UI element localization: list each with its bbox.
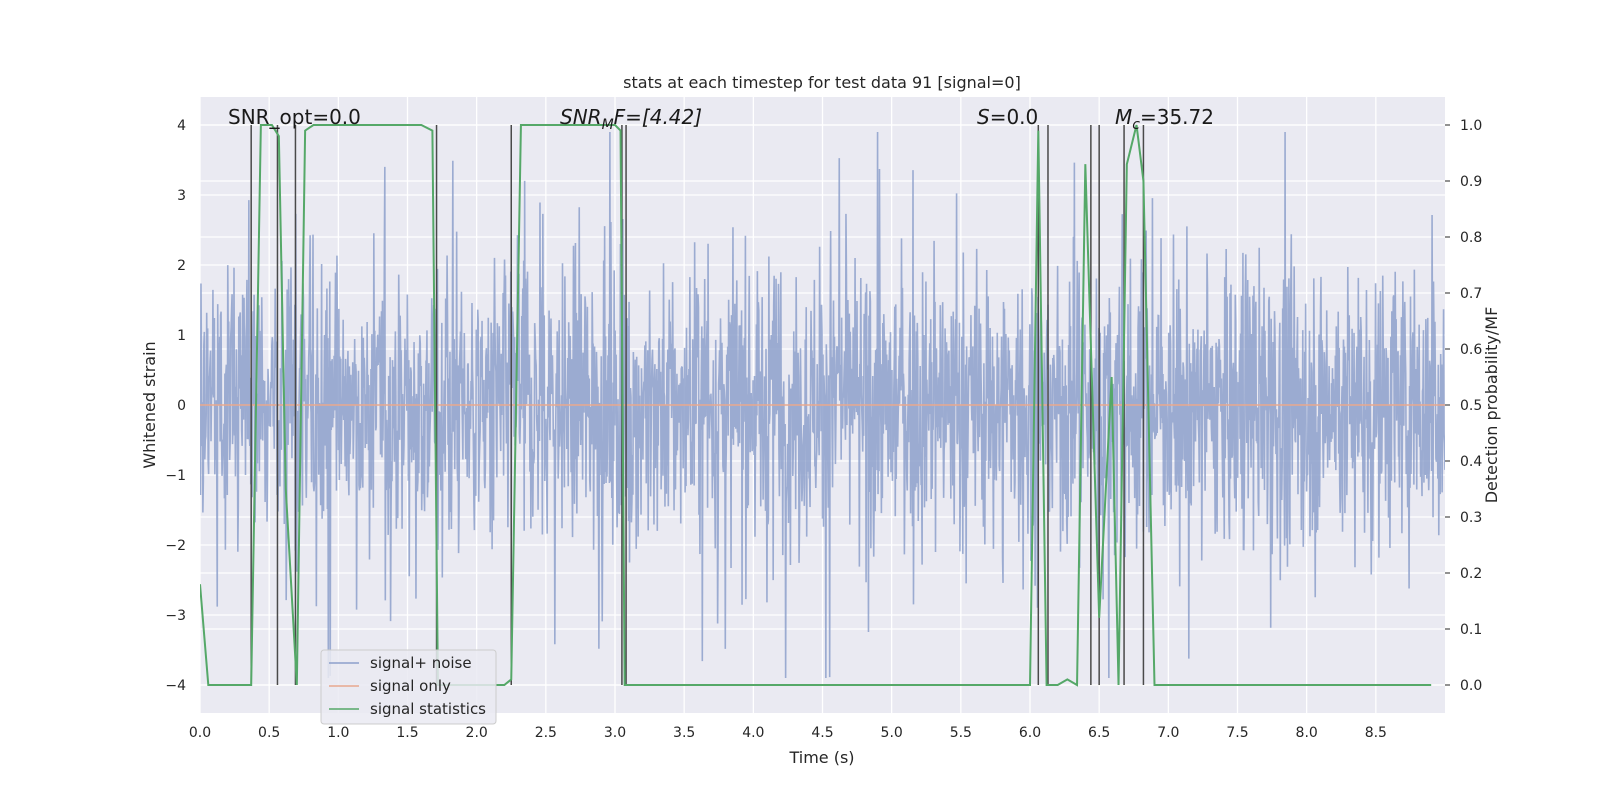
x-tick-label: 2.0: [466, 725, 488, 741]
y-left-tick-label: 3: [177, 188, 186, 204]
y-left-tick-label: −1: [165, 468, 186, 484]
y-axis-right-label: Detection probability/MF: [1482, 307, 1501, 504]
annotation-snr-mf-rest: F=[4.42]: [614, 105, 702, 129]
y-right-tick-label: 0.6: [1460, 342, 1482, 358]
y-right-tick-label: 0.3: [1460, 510, 1482, 526]
y-left-tick-label: −2: [165, 538, 186, 554]
signal-noise-trace: [200, 131, 1445, 679]
annotation-s-rest: =0.0: [990, 105, 1039, 129]
x-tick-label: 3.5: [673, 725, 695, 741]
x-tick-label: 6.5: [1088, 725, 1110, 741]
legend-label-signal-statistics: signal statistics: [370, 700, 486, 718]
x-tick-label: 1.5: [396, 725, 418, 741]
x-tick-label: 5.5: [950, 725, 972, 741]
x-tick-label: 0.0: [189, 725, 211, 741]
signal-noise-path: [200, 131, 1445, 679]
x-tick-label: 0.5: [258, 725, 280, 741]
x-tick-label: 2.5: [535, 725, 557, 741]
x-tick-label: 7.5: [1226, 725, 1248, 741]
annotation-snr-opt: SNR_opt=0.0: [228, 105, 361, 129]
y-axis-right-ticks: 0.0 0.1 0.2 0.3 0.4 0.5 0.6 0.7 0.8 0.9 1.0: [1445, 118, 1482, 694]
annotation-snr-mf: SNRMF=[4.42]: [560, 105, 702, 133]
y-left-tick-label: 1: [177, 328, 186, 344]
y-right-tick-label: 1.0: [1460, 118, 1482, 134]
x-tick-label: 8.5: [1365, 725, 1387, 741]
y-left-tick-label: 4: [177, 118, 186, 134]
y-right-tick-label: 0.4: [1460, 454, 1482, 470]
annotation-s-main: S: [977, 105, 990, 129]
legend-box: [320, 649, 497, 725]
y-right-tick-label: 0.5: [1460, 398, 1482, 414]
chart-title: stats at each timestep for test data 91 …: [623, 73, 1021, 92]
y-right-tick-label: 0.8: [1460, 230, 1482, 246]
annotation-mc-main: M: [1115, 105, 1132, 129]
legend-label-signal-noise: signal+ noise: [370, 654, 472, 672]
annotation-snr-mf-main: SNR: [560, 105, 602, 129]
y-left-tick-label: −3: [165, 608, 186, 624]
y-right-tick-label: 0.2: [1460, 566, 1482, 582]
x-tick-label: 1.0: [327, 725, 349, 741]
x-tick-label: 7.0: [1157, 725, 1179, 741]
annotation-mc: Mc=35.72: [1115, 105, 1214, 133]
y-right-tick-label: 0.9: [1460, 174, 1482, 190]
x-tick-label: 4.5: [811, 725, 833, 741]
x-tick-label: 5.0: [881, 725, 903, 741]
y-right-tick-label: 0.7: [1460, 286, 1482, 302]
x-axis-label: Time (s): [788, 748, 854, 767]
annotation-s: S=0.0: [977, 105, 1038, 129]
y-left-tick-label: 0: [177, 398, 186, 414]
y-axis-left-ticks: −4 −3 −2 −1 0 1 2 3 4: [165, 118, 186, 694]
legend: signal+ noise signal only signal statist…: [320, 649, 497, 725]
x-tick-label: 3.0: [604, 725, 626, 741]
annotation-mc-sub: c: [1132, 117, 1140, 133]
y-left-tick-label: −4: [165, 678, 186, 694]
x-axis-ticks: 0.0 0.5 1.0 1.5 2.0 2.5 3.0 3.5 4.0 4.5 5.0 5.5 6.0 6…: [189, 725, 1387, 741]
y-axis-left-label: Whitened strain: [140, 341, 159, 468]
y-right-tick-label: 0.1: [1460, 622, 1482, 638]
annotation-mc-rest: =35.72: [1140, 105, 1214, 129]
x-tick-label: 4.0: [742, 725, 764, 741]
annotation-snr-mf-sub: M: [602, 117, 614, 133]
legend-label-signal-only: signal only: [370, 677, 451, 695]
y-left-tick-label: 2: [177, 258, 186, 274]
x-tick-label: 8.0: [1296, 725, 1318, 741]
signal-statistics-line: [200, 124, 1432, 687]
y-right-tick-label: 0.0: [1460, 678, 1482, 694]
x-tick-label: 6.0: [1019, 725, 1041, 741]
